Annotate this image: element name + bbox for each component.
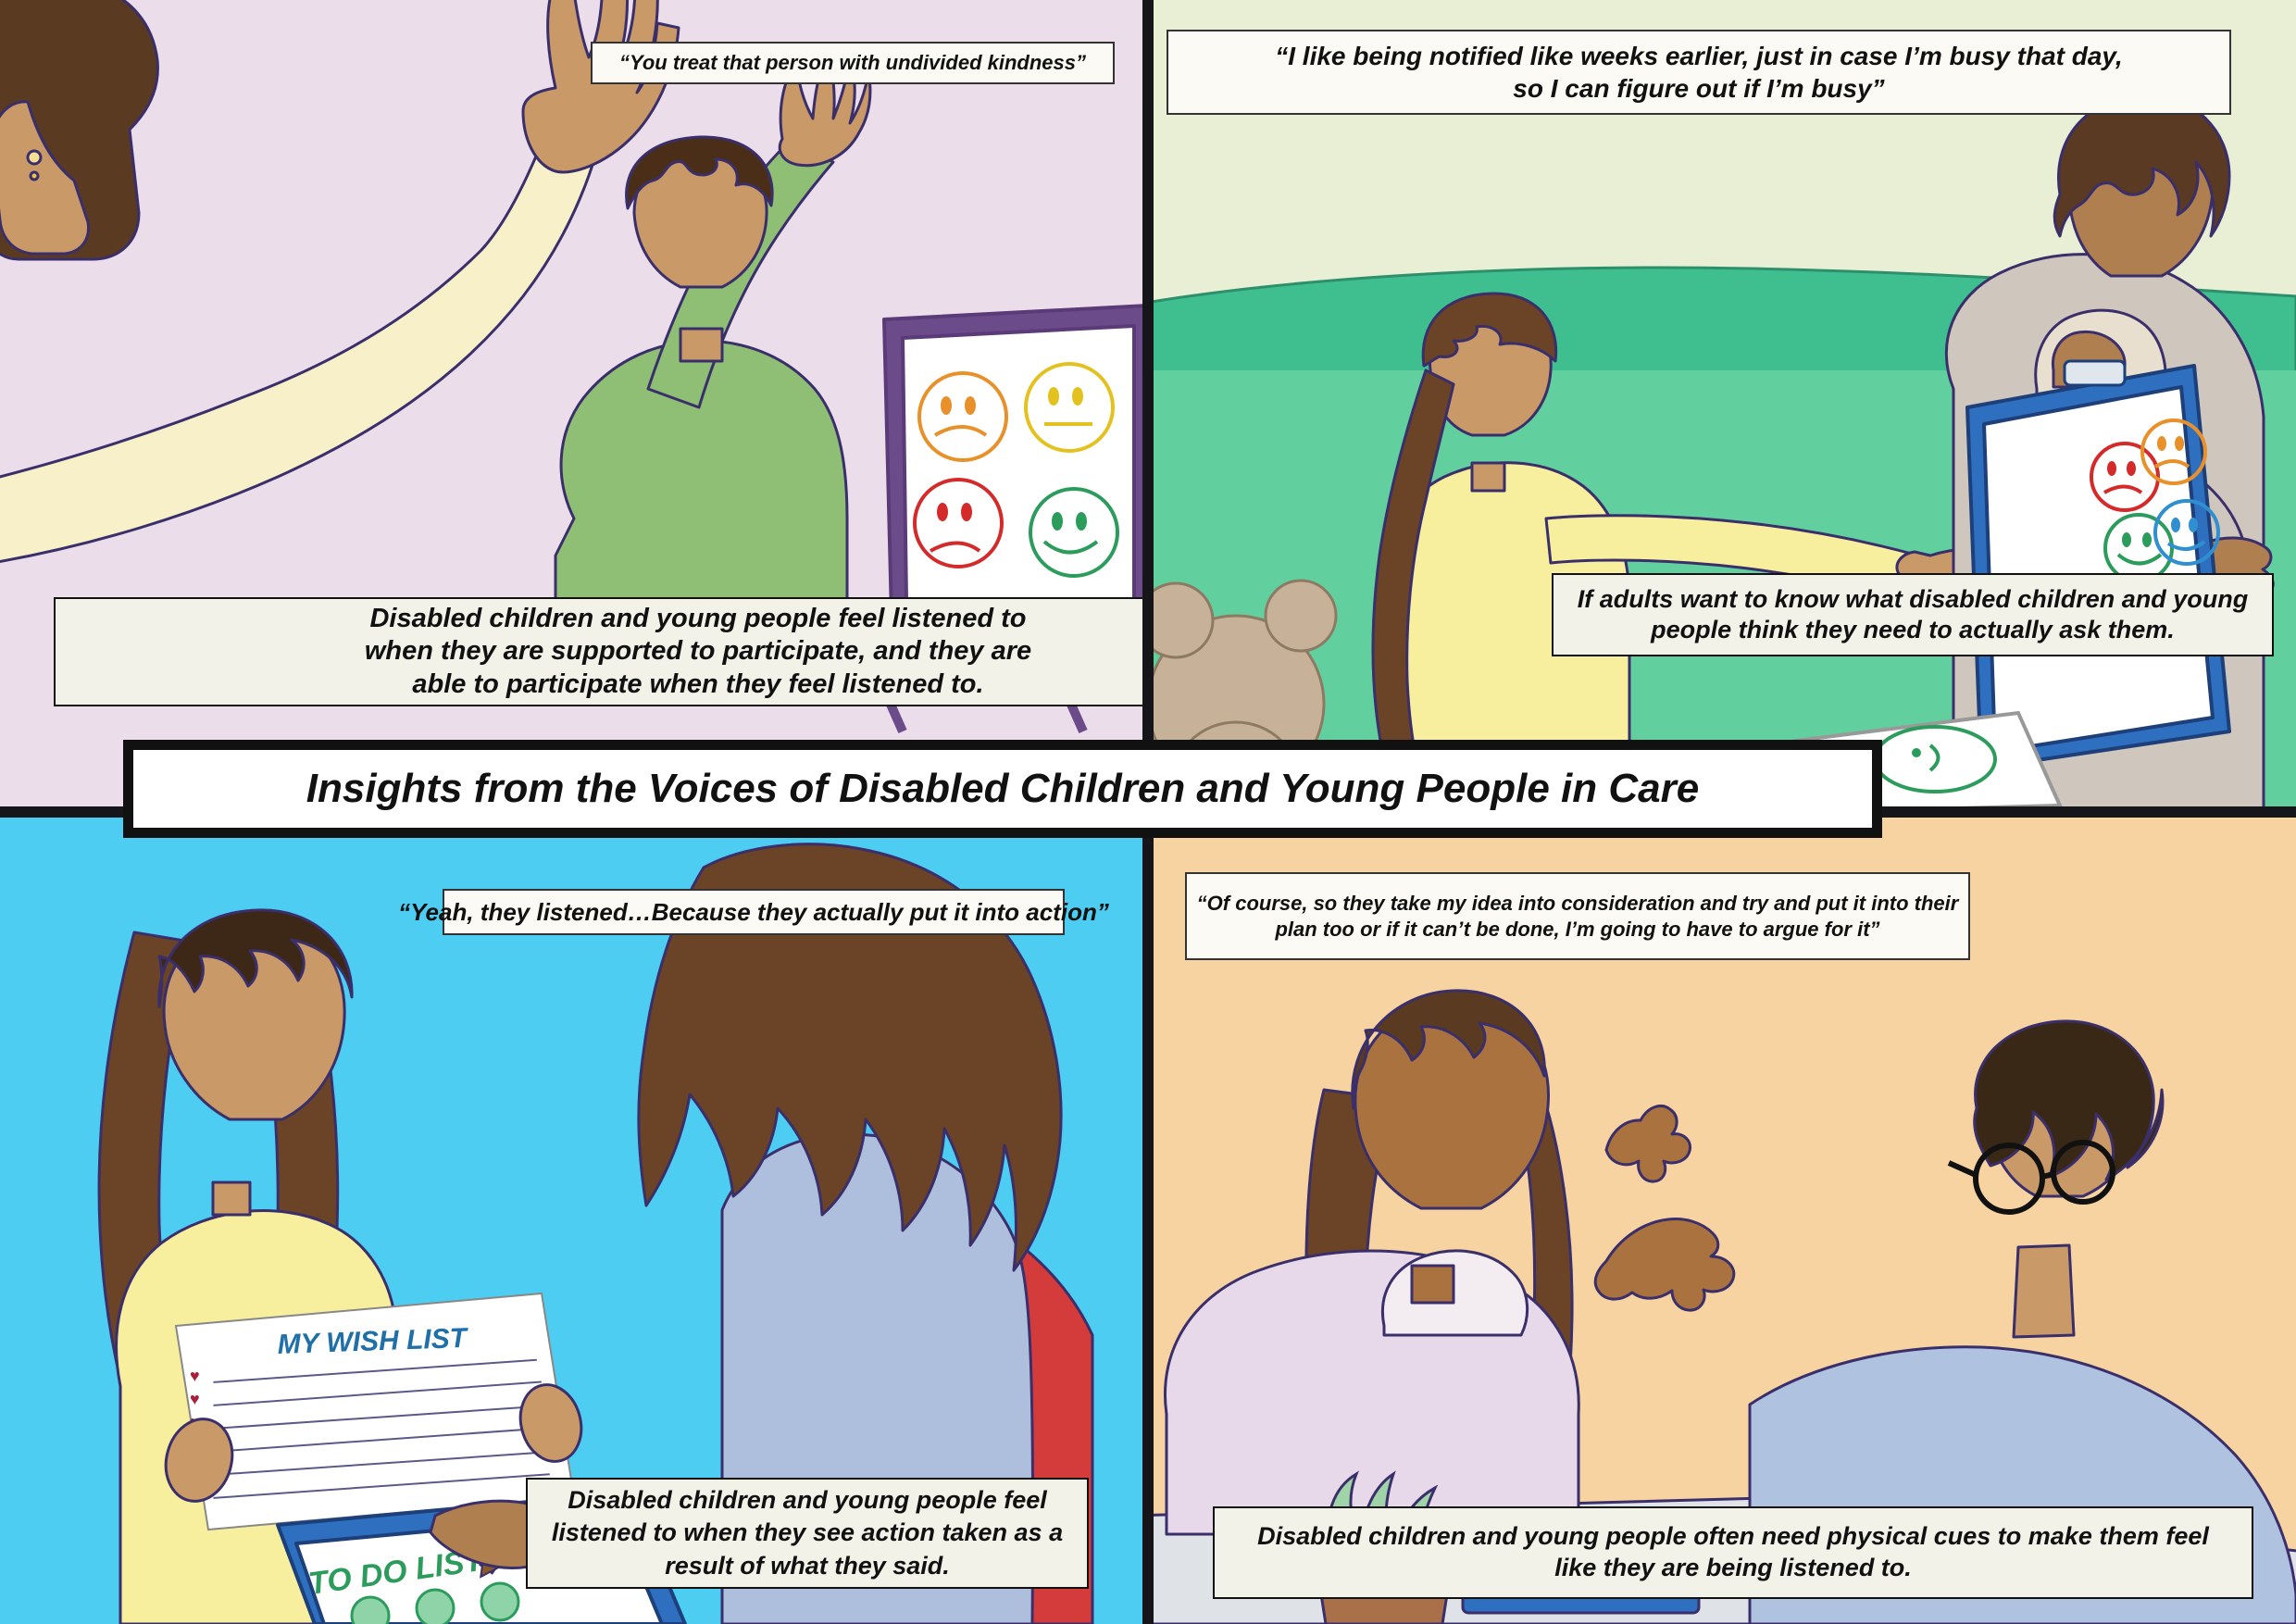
svg-text:♥: ♥ (190, 1367, 200, 1385)
svg-text:♥: ♥ (190, 1390, 200, 1408)
